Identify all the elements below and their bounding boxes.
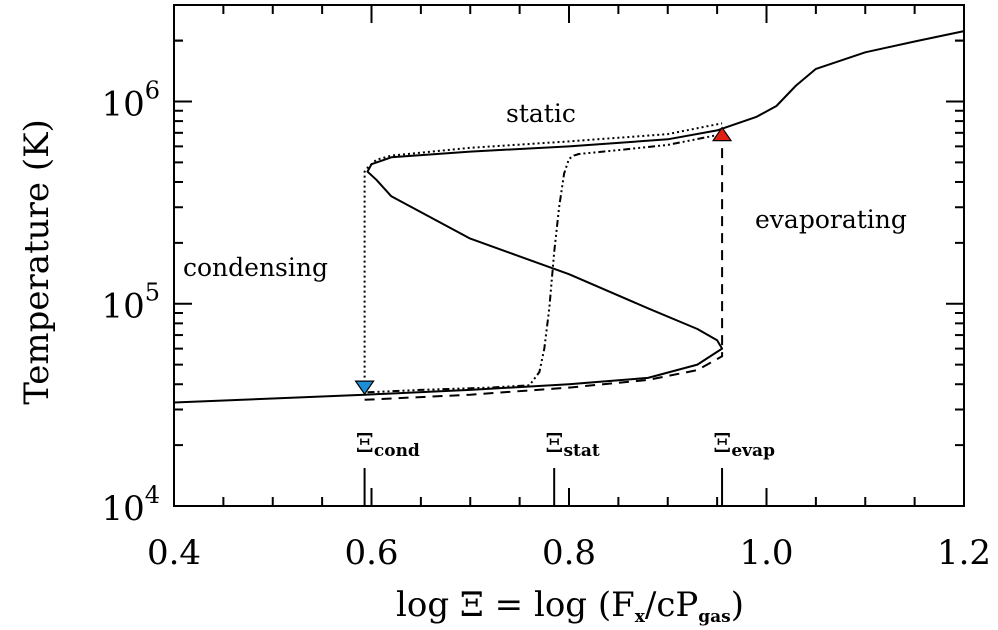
triangle-markers (354, 126, 733, 396)
marker-label: Ξevap (713, 429, 775, 461)
x-tick-label: 0.4 (147, 533, 201, 573)
curve-dashdot (367, 133, 723, 394)
curve-dashed (364, 135, 724, 401)
curves (173, 30, 965, 404)
plot-frame (173, 4, 965, 507)
x-tick-label: 0.6 (344, 533, 398, 573)
x-tick-label: 1.0 (739, 533, 793, 573)
y-tick-label: 104 (101, 481, 160, 529)
x-tick-label: 1.2 (937, 533, 991, 573)
annotation-condensing: condensing (183, 253, 328, 282)
x-tick-label: 0.8 (542, 533, 596, 573)
annotation-evaporating: evaporating (755, 205, 907, 234)
y-axis-title: Temperature (K) (17, 119, 57, 404)
annotation-static: static (506, 99, 576, 128)
marker-labels: Ξcond Ξstat Ξevap (356, 429, 775, 461)
curve-solid (173, 30, 965, 404)
marker-lines (363, 468, 724, 506)
x-axis-title: log Ξ = log (Fx/cPgas) (396, 585, 744, 627)
triangle-marker-up (711, 126, 733, 142)
triangle-marker-down (354, 380, 375, 396)
x-tick-labels: 0.4 0.6 0.8 1.0 1.2 (147, 533, 991, 573)
marker-label: Ξstat (545, 429, 600, 461)
y-tick-label: 106 (101, 76, 160, 124)
y-tick-label: 105 (101, 279, 160, 327)
curve-dotted (363, 122, 723, 388)
marker-label: Ξcond (356, 429, 420, 461)
y-tick-labels: 104 105 106 (101, 76, 160, 529)
